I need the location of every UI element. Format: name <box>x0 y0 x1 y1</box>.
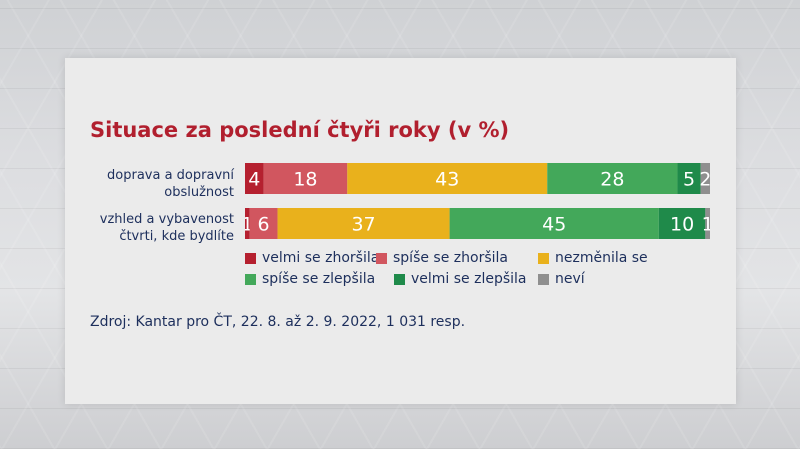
data-label: 6 <box>258 214 270 236</box>
chart-panel: Situace za poslední čtyři roky (v %) dop… <box>65 58 736 404</box>
bar-segment <box>449 208 659 239</box>
legend-label: velmi se zhoršila <box>262 250 380 266</box>
legend-swatch <box>376 252 387 264</box>
legend-item: spíše se zlepšila <box>245 271 375 287</box>
bar-segment <box>547 163 678 194</box>
data-label: 37 <box>351 214 375 236</box>
legend-item: velmi se zlepšila <box>394 271 527 287</box>
legend-swatch <box>538 252 549 264</box>
bar-segment <box>277 208 450 239</box>
bar-segment <box>245 163 264 194</box>
legend-label: spíše se zlepšila <box>262 271 376 287</box>
bar-segment <box>263 163 348 194</box>
legend-label: spíše se zhoršila <box>393 250 508 266</box>
legend-label: velmi se zlepšila <box>411 271 527 287</box>
data-label: 1 <box>245 214 253 236</box>
data-label: 43 <box>435 169 459 191</box>
data-label: 5 <box>683 169 695 191</box>
bar-segment <box>658 208 706 239</box>
legend-swatch <box>245 252 256 264</box>
category-label-line: čtvrti, kde bydlíte <box>119 229 234 244</box>
bar-segment <box>700 163 710 194</box>
data-label: 4 <box>248 169 260 191</box>
chart-title: Situace za poslední čtyři roky (v %) <box>90 118 510 142</box>
legend-swatch <box>538 273 549 285</box>
bar-segment <box>245 208 250 239</box>
legend-item: spíše se zhoršila <box>376 250 508 266</box>
category-label: doprava a dopravní obslužnost <box>44 167 234 201</box>
legend-item: nezměnila se <box>538 250 648 266</box>
data-label: 10 <box>670 214 694 236</box>
source-note: Zdroj: Kantar pro ČT, 22. 8. až 2. 9. 20… <box>90 314 466 330</box>
legend-label: nezměnila se <box>555 250 648 266</box>
bar-segment <box>347 163 548 194</box>
bar-segment <box>677 163 701 194</box>
bar-segment <box>249 208 278 239</box>
category-label: vzhled a vybavenost čtvrti, kde bydlíte <box>44 211 234 245</box>
legend-swatch <box>245 273 256 285</box>
category-label-line: vzhled a vybavenost <box>99 212 234 227</box>
category-label-line: doprava a dopravní <box>107 168 234 183</box>
legend-label: neví <box>555 271 585 287</box>
data-label: 1 <box>702 214 710 236</box>
data-label: 28 <box>600 169 624 191</box>
data-label: 18 <box>293 169 317 191</box>
bar-segment <box>705 208 710 239</box>
legend-item: neví <box>538 271 585 287</box>
category-label-line: obslužnost <box>164 185 234 200</box>
data-label: 2 <box>699 169 710 191</box>
legend-swatch <box>394 273 405 285</box>
stacked-bar-chart: 4 18 43 28 5 21 6 37 45 10 1 <box>245 163 710 239</box>
data-label: 45 <box>542 214 566 236</box>
legend-item: velmi se zhoršila <box>245 250 379 266</box>
